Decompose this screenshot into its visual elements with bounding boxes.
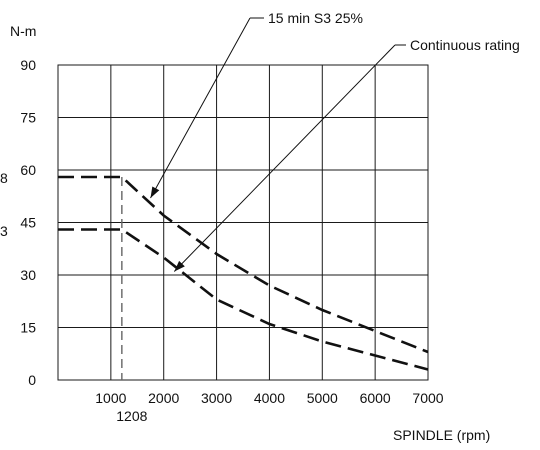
left-edge-label: 8 bbox=[0, 170, 8, 186]
leader-line-continuous bbox=[173, 44, 406, 272]
y-tick-label: 90 bbox=[20, 57, 36, 73]
arrowhead-continuous bbox=[174, 260, 185, 272]
chart-grid bbox=[57, 64, 429, 381]
x-tick-label: 5000 bbox=[307, 390, 338, 406]
series-line-0 bbox=[58, 175, 429, 354]
y-tick-label: 30 bbox=[20, 267, 36, 283]
left-edge-label: 3 bbox=[0, 223, 8, 239]
y-axis-label: N-m bbox=[10, 23, 36, 39]
y-tick-label: 0 bbox=[28, 372, 36, 388]
x-tick-label: 7000 bbox=[412, 390, 443, 406]
y-tick-label: 75 bbox=[20, 110, 36, 126]
x-tick-label: 1000 bbox=[95, 390, 126, 406]
y-tick-label: 45 bbox=[20, 215, 36, 231]
series-line-1 bbox=[58, 228, 429, 371]
y-tick-label: 15 bbox=[20, 320, 36, 336]
tick-labels: 0 15 30 45 60 75 90 1000 2000 3000 4000 5000 6000 700… bbox=[20, 57, 443, 424]
annotation-continuous-rating: Continuous rating bbox=[410, 37, 520, 53]
annotations: 15 min S3 25% Continuous rating bbox=[150, 10, 520, 272]
x-tick-label: 2000 bbox=[148, 390, 179, 406]
arrowhead-15min bbox=[150, 186, 160, 198]
annotation-15min-s3: 15 min S3 25% bbox=[268, 10, 363, 26]
chart-series bbox=[58, 175, 429, 371]
x-tick-label: 6000 bbox=[360, 390, 391, 406]
x-axis-label: SPINDLE (rpm) bbox=[393, 427, 490, 443]
y-tick-label: 60 bbox=[20, 162, 36, 178]
base-speed-label: 1208 bbox=[116, 408, 147, 424]
x-tick-label: 3000 bbox=[201, 390, 232, 406]
leader-line-15min bbox=[150, 17, 264, 199]
x-tick-label: 4000 bbox=[254, 390, 285, 406]
